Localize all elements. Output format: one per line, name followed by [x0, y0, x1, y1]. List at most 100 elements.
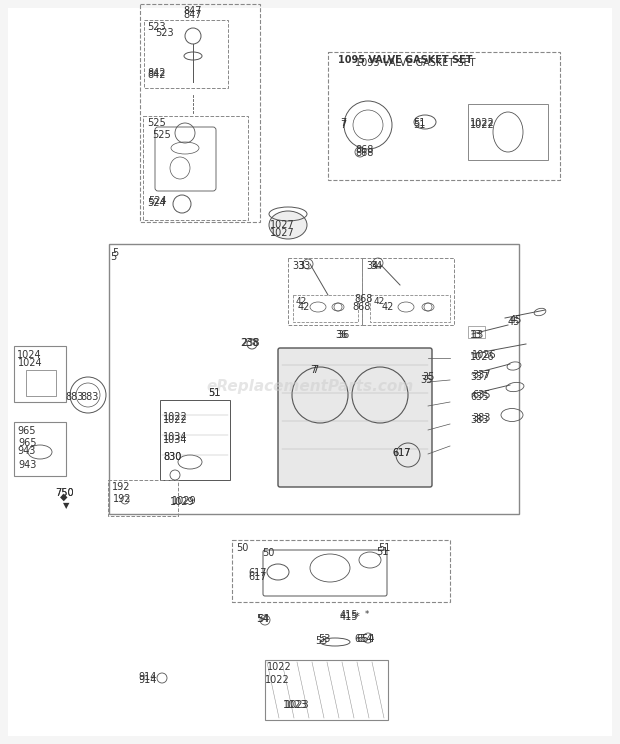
- Text: 617: 617: [248, 568, 267, 578]
- Bar: [108, 480, 178, 516]
- Text: 1023: 1023: [285, 700, 309, 710]
- Text: 750: 750: [55, 488, 74, 498]
- Bar: [144, 20, 228, 88]
- Text: 54: 54: [257, 614, 269, 624]
- Text: 383: 383: [472, 413, 490, 423]
- Text: 847: 847: [183, 10, 202, 20]
- Ellipse shape: [269, 211, 307, 239]
- Text: 914: 914: [138, 672, 156, 682]
- Text: 635: 635: [472, 390, 490, 400]
- Text: 1022: 1022: [470, 118, 495, 128]
- Text: 1095 VALVE GASKET SET: 1095 VALVE GASKET SET: [338, 55, 472, 65]
- Text: 5: 5: [112, 248, 118, 258]
- Text: 51: 51: [376, 547, 388, 557]
- Text: 830: 830: [163, 452, 182, 462]
- Text: 842: 842: [147, 68, 166, 78]
- Text: 1027: 1027: [270, 220, 294, 230]
- Text: 883: 883: [80, 392, 99, 402]
- Text: 1022: 1022: [163, 415, 188, 425]
- Text: 415: 415: [340, 612, 358, 622]
- Bar: [140, 4, 260, 222]
- Text: 42: 42: [298, 302, 311, 312]
- Text: 868: 868: [355, 148, 373, 158]
- Text: 635: 635: [470, 392, 489, 402]
- Text: 192: 192: [112, 482, 130, 492]
- Text: 1027: 1027: [270, 228, 294, 238]
- Bar: [293, 295, 358, 322]
- Text: 525: 525: [147, 118, 166, 128]
- Text: ◆: ◆: [60, 492, 68, 502]
- Text: 1026: 1026: [472, 350, 497, 360]
- Text: 7: 7: [340, 120, 346, 130]
- Text: 1034: 1034: [163, 432, 187, 442]
- Text: 943: 943: [18, 460, 37, 470]
- Text: *: *: [355, 612, 360, 622]
- Text: 617: 617: [248, 572, 267, 582]
- Text: 238: 238: [240, 338, 259, 348]
- Text: 654: 654: [354, 634, 373, 644]
- Bar: [328, 52, 560, 180]
- Text: 337: 337: [470, 372, 489, 382]
- Text: 5: 5: [110, 252, 117, 262]
- Text: 1024: 1024: [17, 350, 42, 360]
- Text: 1029: 1029: [172, 496, 197, 506]
- Text: *: *: [365, 610, 370, 619]
- Bar: [265, 660, 388, 720]
- Text: 1023: 1023: [283, 700, 308, 710]
- Text: 943: 943: [17, 446, 35, 456]
- Text: 523: 523: [147, 22, 166, 32]
- Text: 617: 617: [392, 448, 410, 458]
- Bar: [370, 295, 450, 322]
- Text: 54: 54: [256, 614, 268, 624]
- Text: 1024: 1024: [18, 358, 43, 368]
- Text: 34: 34: [370, 261, 383, 271]
- Text: 1095 VALVE GASKET SET: 1095 VALVE GASKET SET: [355, 58, 476, 68]
- Bar: [468, 104, 548, 160]
- Text: 53: 53: [315, 636, 327, 646]
- Text: 868: 868: [352, 302, 370, 312]
- Text: 45: 45: [508, 317, 520, 327]
- Text: 965: 965: [18, 438, 37, 448]
- Text: 7: 7: [340, 118, 346, 128]
- Text: 50: 50: [236, 543, 249, 553]
- Text: 1022: 1022: [163, 412, 188, 422]
- Text: 1022: 1022: [470, 120, 495, 130]
- Text: 33: 33: [292, 261, 304, 271]
- Text: 51: 51: [413, 120, 425, 130]
- Text: 1026: 1026: [470, 352, 495, 362]
- Text: 42: 42: [374, 297, 385, 306]
- Bar: [14, 346, 66, 402]
- Text: 654: 654: [356, 634, 374, 644]
- Bar: [288, 258, 362, 325]
- Text: 45: 45: [510, 315, 523, 325]
- Text: 42: 42: [296, 297, 308, 306]
- Text: 51: 51: [413, 118, 425, 128]
- Bar: [468, 326, 485, 338]
- Text: 965: 965: [17, 426, 35, 436]
- Text: ▼: ▼: [63, 501, 69, 510]
- Text: 51: 51: [208, 388, 220, 398]
- Text: 1029: 1029: [170, 497, 195, 507]
- Text: 883: 883: [65, 392, 83, 402]
- Text: 750: 750: [55, 488, 74, 498]
- Text: 1034: 1034: [163, 435, 187, 445]
- Bar: [109, 244, 519, 514]
- Text: 34: 34: [366, 261, 378, 271]
- Text: 13: 13: [472, 330, 484, 340]
- Text: 524: 524: [148, 196, 167, 206]
- Text: 36: 36: [337, 330, 349, 340]
- Text: 35: 35: [420, 375, 432, 385]
- Text: 192: 192: [113, 494, 131, 504]
- Text: 868: 868: [354, 294, 373, 304]
- Text: 53: 53: [318, 634, 330, 644]
- Text: 337: 337: [472, 370, 490, 380]
- Text: 617: 617: [392, 448, 410, 458]
- Text: 51: 51: [378, 543, 391, 553]
- Text: 914: 914: [138, 675, 156, 685]
- Bar: [232, 540, 450, 602]
- FancyBboxPatch shape: [278, 348, 432, 487]
- Text: 7: 7: [312, 365, 318, 375]
- Text: 238: 238: [241, 338, 260, 348]
- Text: 51: 51: [208, 388, 220, 398]
- Text: 1022: 1022: [265, 675, 290, 685]
